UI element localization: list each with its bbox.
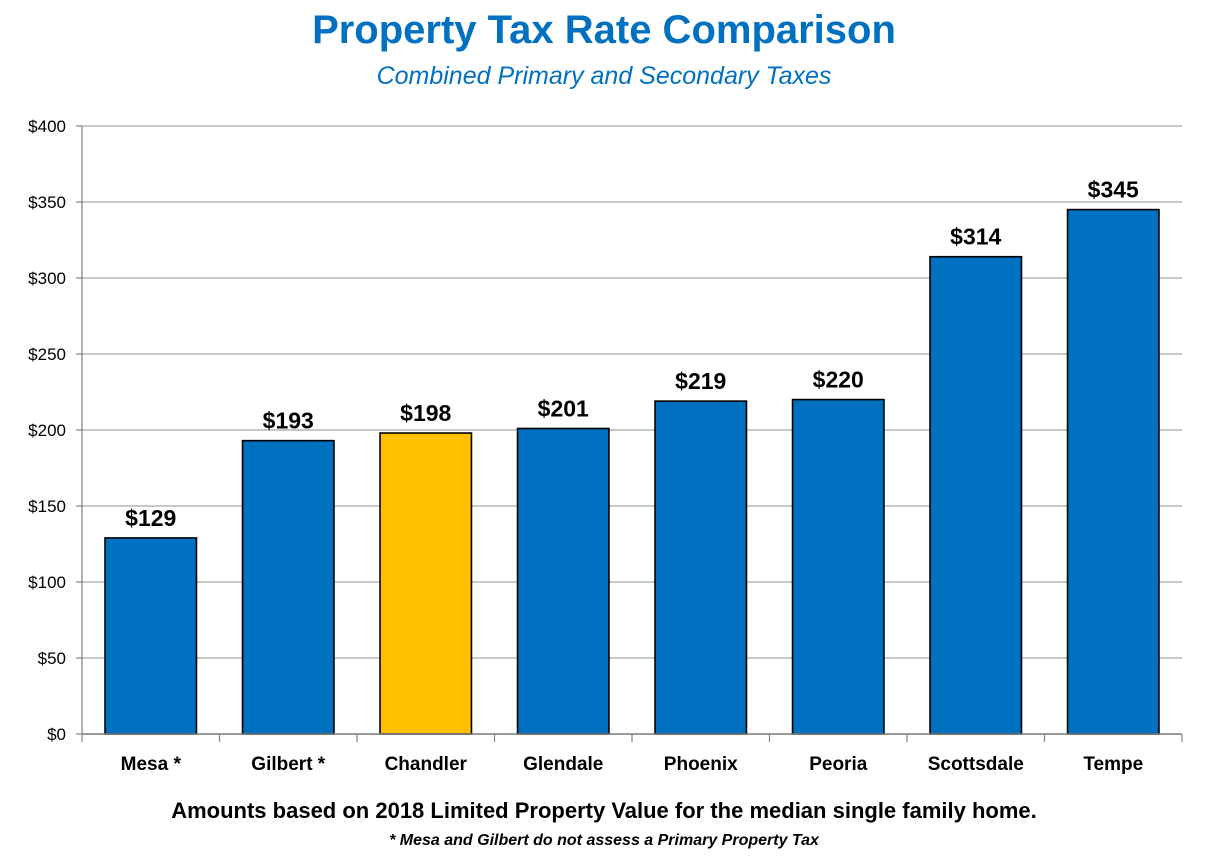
chart-subtitle: Combined Primary and Secondary Taxes <box>376 62 832 90</box>
bar <box>516 427 610 735</box>
y-tick-label: $0 <box>47 725 66 744</box>
data-label: $345 <box>1088 177 1139 203</box>
bar <box>241 439 335 735</box>
chart-title: Property Tax Rate Comparison <box>312 8 896 52</box>
bar <box>104 537 198 735</box>
x-tick-label: Phoenix <box>664 754 738 775</box>
x-tick-label: Chandler <box>385 754 468 775</box>
bar <box>379 432 473 735</box>
bar <box>791 398 885 735</box>
data-label: $129 <box>125 505 176 531</box>
footnote-note: * Mesa and Gilbert do not assess a Prima… <box>389 832 819 849</box>
bar <box>929 255 1023 735</box>
y-tick-label: $200 <box>28 421 66 440</box>
y-tick-label: $250 <box>28 345 66 364</box>
x-tick-label: Gilbert * <box>251 754 326 775</box>
x-tick-label: Scottsdale <box>928 754 1024 775</box>
data-label: $198 <box>400 400 451 426</box>
y-tick-label: $50 <box>38 649 66 668</box>
y-tick-label: $400 <box>28 117 66 136</box>
y-tick-label: $150 <box>28 497 66 516</box>
data-label: $193 <box>263 408 314 434</box>
data-label: $201 <box>538 395 589 421</box>
footnote: Amounts based on 2018 Limited Property V… <box>171 798 1037 823</box>
x-tick-label: Tempe <box>1083 754 1143 775</box>
bar <box>1066 208 1160 735</box>
x-tick-label: Glendale <box>523 754 603 775</box>
data-label: $314 <box>950 224 1001 250</box>
data-label: $219 <box>675 368 726 394</box>
data-label: $220 <box>813 367 864 393</box>
y-tick-label: $300 <box>28 269 66 288</box>
y-tick-label: $100 <box>28 573 66 592</box>
x-tick-label: Peoria <box>809 754 868 775</box>
x-tick-label: Mesa * <box>121 754 182 775</box>
y-tick-label: $350 <box>28 193 66 212</box>
bar <box>654 400 748 735</box>
